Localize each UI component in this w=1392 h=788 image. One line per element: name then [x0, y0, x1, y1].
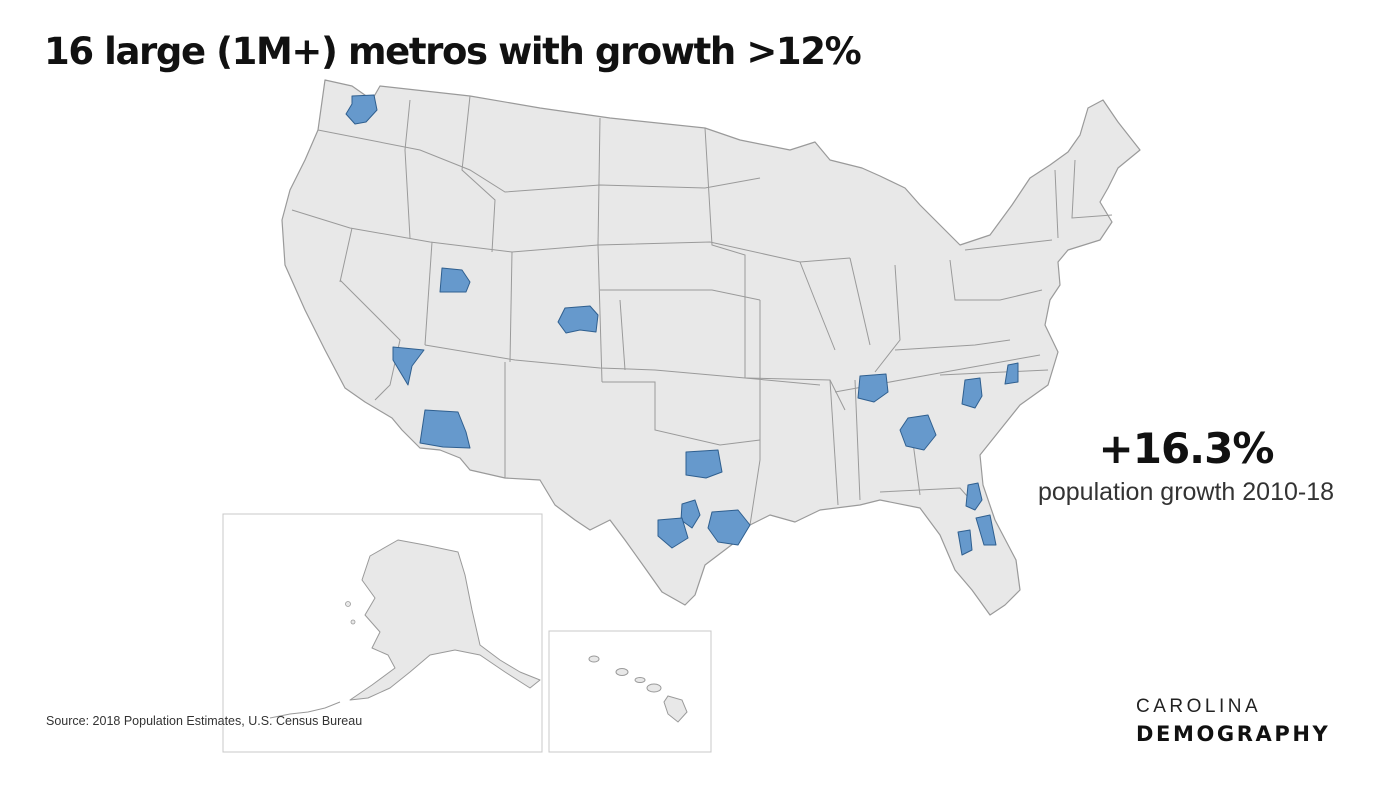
alaska-inset [222, 513, 543, 753]
metro-charlotte [961, 377, 983, 409]
brand-logo-top: CAROLINA [1136, 696, 1262, 717]
metro-austin [680, 499, 701, 529]
metro-atlanta [899, 414, 937, 451]
growth-stat-label: population growth 2010-18 [1037, 478, 1335, 506]
alaska-inset-frame [222, 513, 543, 753]
metro-san-antonio [657, 517, 689, 549]
metro-nashville [857, 373, 889, 403]
us-outline [281, 79, 1141, 616]
alaska-outline [349, 539, 541, 701]
metro-orlando [975, 514, 997, 546]
metro-denver [557, 305, 599, 334]
hawaii-inset [548, 630, 712, 753]
growth-stat-value: +16.3% [1098, 424, 1275, 473]
metro-phoenix [419, 409, 471, 449]
source-note: Source: 2018 Population Estimates, U.S. … [46, 714, 363, 728]
brand-logo-bottom: DEMOGRAPHY [1136, 722, 1331, 746]
aleutian-islands [269, 701, 341, 719]
metro-raleigh [1004, 362, 1019, 385]
hawaii-inset-frame [548, 630, 712, 753]
metro-dallas-fort-worth [685, 449, 723, 479]
metro-houston [707, 509, 751, 546]
metro-seattle [345, 94, 378, 125]
contiguous-us [281, 79, 1141, 616]
metro-tampa [957, 529, 973, 556]
metro-jacksonville [965, 482, 983, 511]
hawaii-islands [588, 655, 688, 723]
highlighted-metros [345, 94, 1019, 556]
metro-salt-lake-city [439, 267, 471, 293]
map-title: 16 large (1M+) metros with growth >12% [44, 30, 862, 73]
metro-las-vegas [392, 346, 425, 386]
